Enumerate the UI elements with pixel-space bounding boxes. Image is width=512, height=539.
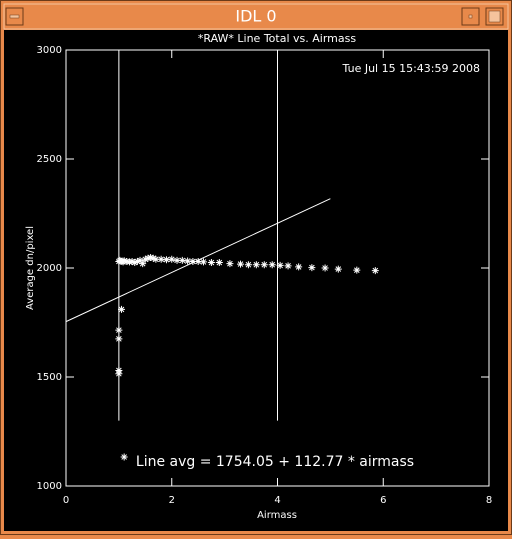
x-tick-label: 4 <box>274 495 280 506</box>
star-marker <box>115 335 123 343</box>
x-axis-label: Airmass <box>257 510 297 521</box>
window-title: IDL 0 <box>235 7 276 26</box>
star-marker <box>260 261 268 269</box>
timestamp: Tue Jul 15 15:43:59 2008 <box>342 62 480 75</box>
star-marker <box>236 260 244 268</box>
star-marker <box>149 254 157 262</box>
star-marker <box>133 257 141 265</box>
minimize-icon <box>468 14 473 19</box>
star-marker <box>157 255 165 263</box>
maximize-icon <box>488 10 501 23</box>
y-tick-label: 1500 <box>37 372 62 383</box>
x-tick-label: 8 <box>486 495 492 506</box>
star-marker <box>215 259 223 267</box>
star-marker <box>120 453 128 461</box>
menu-icon <box>9 14 20 19</box>
star-marker <box>178 256 186 264</box>
y-tick-label: 2500 <box>37 154 62 165</box>
star-marker <box>244 261 252 269</box>
star-marker <box>268 261 276 269</box>
star-marker <box>308 264 316 272</box>
star-marker <box>115 326 123 334</box>
star-marker <box>207 259 215 267</box>
plot-canvas <box>4 30 508 531</box>
star-marker <box>321 264 329 272</box>
y-axis-label: Average dn/pixel <box>25 226 36 310</box>
star-marker <box>144 254 152 262</box>
x-tick-label: 0 <box>63 495 69 506</box>
star-marker <box>184 257 192 265</box>
star-marker <box>118 305 126 313</box>
star-marker <box>128 257 136 265</box>
y-tick-label: 3000 <box>37 45 62 56</box>
title-bar[interactable] <box>3 3 509 30</box>
star-marker <box>226 260 234 268</box>
star-marker <box>276 261 284 269</box>
x-tick-label: 6 <box>380 495 386 506</box>
star-marker <box>115 370 123 378</box>
star-marker <box>141 255 149 263</box>
star-marker <box>334 265 342 273</box>
annotation: Line avg = 1754.05 + 112.77 * airmass <box>136 454 414 470</box>
y-tick-label: 1000 <box>37 481 62 492</box>
star-marker <box>189 257 197 265</box>
star-marker <box>252 261 260 269</box>
star-marker <box>284 262 292 270</box>
fit-line <box>65 198 331 323</box>
star-marker <box>147 254 155 262</box>
y-tick-label: 2000 <box>37 263 62 274</box>
x-tick-label: 2 <box>169 495 175 506</box>
star-marker <box>136 256 144 264</box>
star-marker <box>353 266 361 274</box>
star-marker <box>168 255 176 263</box>
star-marker <box>162 256 170 264</box>
star-marker <box>295 263 303 271</box>
star-marker <box>194 257 202 265</box>
star-marker <box>120 257 128 265</box>
star-marker <box>173 256 181 264</box>
star-marker <box>152 255 160 263</box>
star-marker <box>131 259 139 267</box>
star-marker <box>139 260 147 268</box>
star-marker <box>371 267 379 275</box>
chart-title: *RAW* Line Total vs. Airmass <box>198 32 356 45</box>
star-marker <box>199 258 207 266</box>
